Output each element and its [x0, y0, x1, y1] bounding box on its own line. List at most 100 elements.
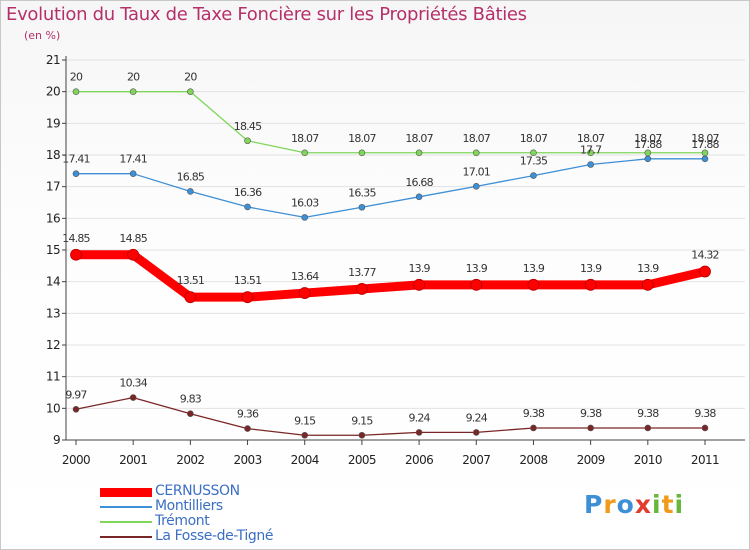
data-point [301, 431, 309, 439]
data-label: 17.41 [119, 153, 147, 166]
data-point [298, 287, 311, 299]
data-label: 14.85 [119, 232, 147, 245]
data-point [129, 394, 137, 401]
data-point [587, 149, 594, 157]
data-point [644, 155, 652, 163]
data-label: 18.07 [520, 132, 548, 145]
data-point [72, 170, 80, 177]
data-label: 9.97 [65, 388, 87, 401]
data-point [187, 188, 194, 195]
series-group [70, 88, 711, 439]
data-label: 13.51 [234, 274, 262, 287]
proxiti-logo: Proxiti [584, 490, 684, 519]
data-label: 18.07 [691, 132, 719, 145]
legend-swatch [100, 536, 152, 538]
data-point [587, 161, 594, 168]
logo-letter: r [603, 490, 617, 519]
data-label: 13.9 [580, 262, 602, 275]
logo-letter: x [634, 490, 652, 519]
data-point [701, 155, 709, 163]
data-label: 17.88 [634, 138, 662, 151]
data-point [587, 424, 594, 432]
data-point [127, 248, 140, 261]
x-axis-ticks: 2000 2001 2002 2003 2004 2005 2006 2007 2008 2009… [62, 440, 720, 467]
y-tick-label: 16 [46, 211, 60, 225]
logo-letter: t [661, 490, 675, 519]
data-label: 13.77 [348, 266, 376, 279]
data-label: 17.7 [580, 144, 602, 157]
data-label: 9.15 [294, 414, 316, 427]
data-label: 20 [70, 71, 83, 84]
data-point [527, 278, 540, 291]
x-tick-label: 2006 [405, 453, 433, 467]
x-tick-label: 2002 [176, 453, 204, 467]
legend-label: La Fosse-de-Tigné [155, 528, 274, 544]
y-tick-label: 15 [46, 243, 60, 257]
data-label: 18.07 [348, 132, 376, 145]
x-tick-label: 2005 [348, 453, 376, 467]
series-line-la-fosse-de-tign- [75, 396, 705, 436]
axes [65, 56, 745, 441]
data-point [641, 278, 654, 291]
data-point [530, 424, 537, 432]
unit-label: (en %) [24, 29, 61, 42]
y-tick-label: 21 [46, 53, 60, 67]
data-label: 13.51 [177, 274, 205, 287]
data-point [72, 88, 80, 95]
legend-item: Montilliers [100, 498, 400, 515]
data-label: 17.88 [691, 138, 719, 151]
data-label: 16.85 [177, 170, 205, 183]
y-tick-label: 20 [46, 85, 60, 99]
data-label: 18.45 [234, 120, 262, 133]
data-point [644, 424, 652, 432]
y-tick-label: 13 [46, 306, 60, 320]
y-axis-ticks: 9 10 11 12 13 14 15 16 17 18 19 20 21 [46, 53, 66, 447]
data-label: 16.68 [405, 176, 433, 189]
data-label: 9.38 [637, 407, 659, 420]
data-label: 9.38 [523, 407, 545, 420]
data-point [584, 278, 597, 291]
legend-swatch [100, 506, 152, 508]
x-tick-label: 2008 [519, 453, 547, 467]
data-point [358, 149, 366, 157]
series-line-montilliers [76, 158, 705, 219]
x-tick-label: 2009 [577, 453, 605, 467]
data-label: 17.01 [463, 165, 491, 178]
x-tick-label: 2003 [233, 453, 261, 467]
legend-item: CERNUSSON [100, 483, 400, 500]
data-label: 9.38 [694, 407, 716, 420]
data-point [184, 291, 197, 304]
data-point [413, 278, 425, 291]
y-tick-label: 14 [46, 275, 60, 289]
y-tick-label: 18 [46, 148, 60, 162]
data-point [72, 405, 80, 413]
y-tick-label: 10 [46, 401, 60, 415]
data-label: 18.07 [405, 132, 433, 145]
data-label: 17.35 [520, 155, 548, 168]
data-label: 9.15 [351, 414, 373, 427]
data-point [415, 429, 423, 436]
chart-title: Evolution du Taux de Taxe Foncière sur l… [6, 4, 527, 25]
data-point [70, 248, 82, 261]
data-point [129, 88, 137, 95]
data-label: 13.9 [523, 262, 545, 275]
data-label: 9.24 [466, 411, 488, 424]
data-point [129, 170, 137, 177]
data-point [241, 291, 254, 304]
x-tick-label: 2001 [119, 453, 147, 467]
legend: CERNUSSON Montilliers Trémont La Fosse-de-T… [100, 483, 400, 545]
data-label: 17.41 [62, 153, 90, 166]
data-label: 18.07 [463, 132, 491, 145]
legend-label: Trémont [155, 513, 210, 529]
data-point [358, 203, 366, 211]
data-label: 13.9 [637, 262, 659, 275]
data-point [701, 424, 709, 432]
data-point [244, 425, 251, 432]
data-label: 16.36 [234, 186, 262, 199]
x-tick-label: 2010 [634, 453, 662, 467]
data-point [699, 265, 711, 278]
data-label: 9.36 [237, 408, 259, 421]
data-label: 20 [184, 71, 197, 84]
legend-swatch [100, 487, 152, 497]
